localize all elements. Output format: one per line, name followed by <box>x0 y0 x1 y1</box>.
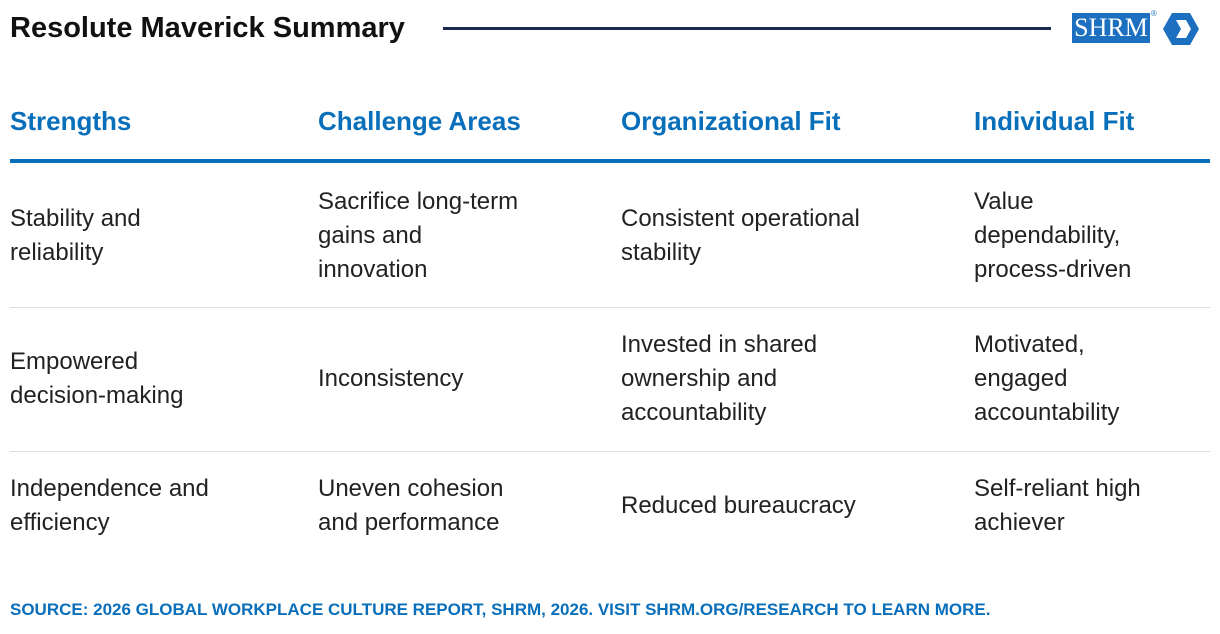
column-header: Organizational Fit <box>621 106 841 136</box>
cell-line: reliability <box>10 238 104 266</box>
column-header: Strengths <box>10 106 132 136</box>
cell-line: Consistent operational <box>621 204 860 232</box>
title: Resolute Maverick Summary <box>10 12 405 44</box>
cell-line: Sacrifice long-term <box>318 187 519 215</box>
row-separator <box>10 451 1210 452</box>
table-cell: Value dependability, process-driven <box>974 164 1210 307</box>
cell-line: engaged <box>974 365 1068 392</box>
cell-line: stability <box>621 238 702 266</box>
logo-icon <box>1163 13 1199 45</box>
cell-line: Motivated, <box>974 331 1085 358</box>
table-cell: Motivated, engaged accountability <box>974 307 1210 451</box>
cell-line: efficiency <box>10 508 110 536</box>
cell-line: gains and <box>318 221 423 249</box>
cell-line: Independence and <box>10 474 209 502</box>
logo-mark: ® <box>1151 9 1157 18</box>
table-cell: Independence and efficiency <box>10 451 310 560</box>
cell-line: decision-making <box>10 382 184 409</box>
cell-line: Uneven cohesion <box>318 474 504 502</box>
table-cell: Reduced bureaucracy <box>621 451 966 560</box>
column-header: Challenge Areas <box>318 106 521 136</box>
cell-line: Value <box>974 187 1034 215</box>
logo: SHRM <box>1072 13 1150 43</box>
source-note: SOURCE: 2026 GLOBAL WORKPLACE CULTURE RE… <box>10 600 991 619</box>
title-rule <box>443 27 1051 30</box>
table-cell: Invested in shared ownership and accountab… <box>621 307 966 451</box>
table-cell: Empowered decision-making <box>10 307 310 451</box>
row-separator <box>10 307 1210 308</box>
cell-line: and performance <box>318 508 500 536</box>
cell-line: Stability and <box>10 204 141 232</box>
table-cell: Self-reliant high achiever <box>974 451 1210 560</box>
cell-line: Invested in shared <box>621 331 818 358</box>
cell-line: Inconsistency <box>318 365 464 392</box>
cell-line: Self-reliant high <box>974 474 1141 502</box>
cell-line: innovation <box>318 255 428 283</box>
cell-line: Reduced bureaucracy <box>621 491 856 519</box>
header-rule <box>10 159 1210 163</box>
column-header: Individual Fit <box>974 106 1135 136</box>
table-cell: Sacrifice long-term gains and innovation <box>318 164 613 307</box>
table-cell: Uneven cohesion and performance <box>318 451 613 560</box>
cell-line: ownership and <box>621 365 778 392</box>
table-cell: Inconsistency <box>318 307 613 451</box>
cell-line: dependability, <box>974 221 1121 249</box>
cell-line: accountability <box>621 399 767 426</box>
cell-line: Empowered <box>10 348 139 375</box>
cell-line: achiever <box>974 508 1065 536</box>
table-cell: Stability and reliability <box>10 164 310 307</box>
cell-line: accountability <box>974 399 1120 426</box>
cell-line: process-driven <box>974 255 1132 283</box>
table-cell: Consistent operational stability <box>621 164 966 307</box>
